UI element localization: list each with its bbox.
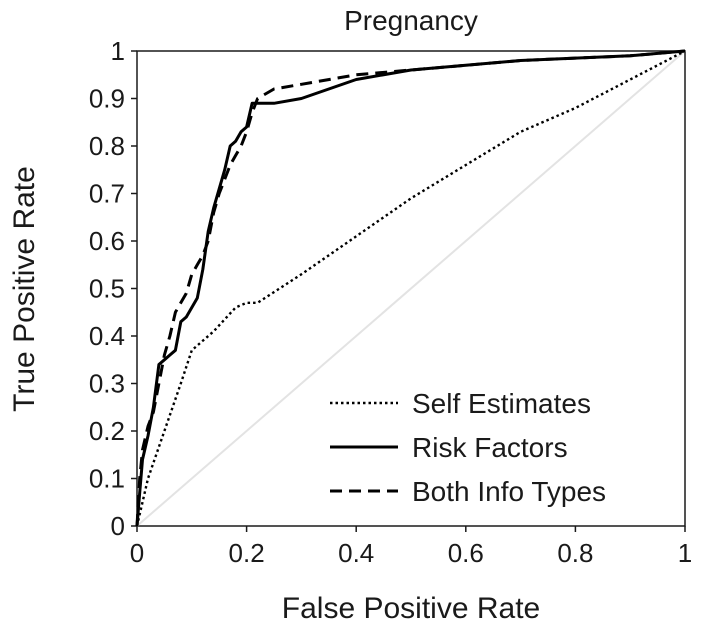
legend-label-self-estimates: Self Estimates (412, 388, 591, 419)
x-tick-label: 0.4 (338, 538, 374, 568)
y-tick-label: 0.4 (89, 321, 125, 351)
y-axis-label: True Positive Rate (8, 166, 41, 412)
x-tick-label: 0.6 (448, 538, 484, 568)
x-tick-label: 1 (678, 538, 692, 568)
x-tick-label: 0.2 (229, 538, 265, 568)
y-tick-label: 0 (111, 511, 125, 541)
series-line-self-estimates (135, 49, 686, 527)
y-tick-label: 0.2 (89, 416, 125, 446)
y-tick-label: 0.8 (89, 131, 125, 161)
x-axis-label: False Positive Rate (282, 592, 540, 625)
y-tick-label: 0.3 (89, 369, 125, 399)
diagonal-reference-line (136, 50, 686, 527)
y-tick-label: 1 (111, 36, 125, 66)
y-tick-label: 0.9 (89, 84, 125, 114)
y-tick-label: 0.7 (89, 179, 125, 209)
series-line-both-info-types (135, 49, 686, 527)
legend-label-both-info-types: Both Info Types (412, 476, 606, 507)
y-tick-label: 0.1 (89, 464, 125, 494)
y-tick-label: 0.5 (89, 274, 125, 304)
chart-title: Pregnancy (344, 5, 478, 36)
x-tick-label: 0 (130, 538, 144, 568)
legend-label-risk-factors: Risk Factors (412, 432, 568, 463)
y-tick-label: 0.6 (89, 226, 125, 256)
x-tick-label: 0.8 (557, 538, 593, 568)
